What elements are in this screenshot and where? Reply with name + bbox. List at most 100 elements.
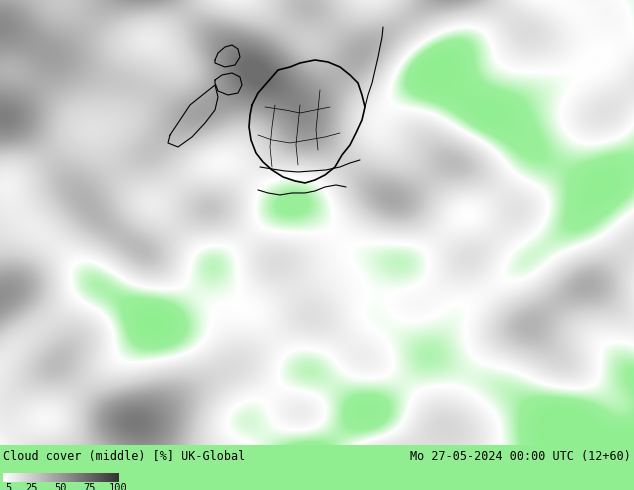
Bar (22, 473, 23, 482)
Bar (108, 473, 109, 482)
Bar (60, 473, 61, 482)
Bar (54, 473, 55, 482)
Bar (63, 473, 65, 482)
Bar (53, 473, 54, 482)
Bar (70, 473, 71, 482)
Bar (24, 473, 25, 482)
Bar (98, 473, 99, 482)
Bar (25, 473, 26, 482)
Bar (32, 473, 34, 482)
Bar (14, 473, 15, 482)
Bar (8, 473, 9, 482)
Text: 75: 75 (83, 483, 96, 490)
Bar (5, 473, 6, 482)
Bar (6, 473, 7, 482)
Bar (89, 473, 90, 482)
Bar (11, 473, 12, 482)
Bar (81, 473, 82, 482)
Bar (85, 473, 86, 482)
Bar (52, 473, 53, 482)
Text: 50: 50 (55, 483, 67, 490)
Bar (109, 473, 110, 482)
Bar (26, 473, 27, 482)
Bar (50, 473, 51, 482)
Bar (95, 473, 96, 482)
Bar (12, 473, 13, 482)
Bar (67, 473, 68, 482)
Bar (74, 473, 75, 482)
Bar (91, 473, 92, 482)
Bar (82, 473, 83, 482)
Bar (106, 473, 107, 482)
Bar (81, 473, 82, 482)
Bar (20, 473, 22, 482)
Bar (31, 473, 32, 482)
Bar (75, 473, 76, 482)
Bar (16, 473, 18, 482)
Bar (114, 473, 115, 482)
Bar (79, 473, 80, 482)
Bar (101, 473, 102, 482)
Bar (13, 473, 14, 482)
Bar (110, 473, 112, 482)
Bar (4, 473, 5, 482)
Bar (66, 473, 67, 482)
Bar (40, 473, 41, 482)
Bar (49, 473, 50, 482)
Bar (75, 473, 77, 482)
Bar (112, 473, 113, 482)
Bar (60, 473, 61, 482)
Text: 25: 25 (25, 483, 38, 490)
Bar (80, 473, 81, 482)
Bar (115, 473, 116, 482)
Bar (9, 473, 10, 482)
Bar (7, 473, 8, 482)
Bar (28, 473, 29, 482)
Bar (37, 473, 39, 482)
Bar (29, 473, 30, 482)
Bar (29, 473, 30, 482)
Bar (48, 473, 49, 482)
Bar (11, 473, 13, 482)
Bar (100, 473, 101, 482)
Bar (20, 473, 21, 482)
Bar (113, 473, 114, 482)
Bar (110, 473, 111, 482)
Bar (113, 473, 115, 482)
Bar (4, 473, 6, 482)
Bar (116, 473, 117, 482)
Bar (117, 473, 118, 482)
Bar (74, 473, 75, 482)
Bar (27, 473, 29, 482)
Bar (73, 473, 74, 482)
Bar (42, 473, 43, 482)
Bar (13, 473, 15, 482)
Bar (37, 473, 38, 482)
Bar (79, 473, 81, 482)
Bar (43, 473, 44, 482)
Bar (86, 473, 87, 482)
Bar (51, 473, 52, 482)
Bar (36, 473, 37, 482)
Bar (41, 473, 42, 482)
Bar (47, 473, 48, 482)
Bar (100, 473, 101, 482)
Bar (51, 473, 53, 482)
Bar (59, 473, 60, 482)
Bar (46, 473, 47, 482)
Text: 5: 5 (6, 483, 12, 490)
Bar (68, 473, 69, 482)
Bar (93, 473, 94, 482)
Bar (48, 473, 49, 482)
Bar (16, 473, 17, 482)
Bar (101, 473, 103, 482)
Bar (46, 473, 47, 482)
Bar (66, 473, 67, 482)
Bar (32, 473, 33, 482)
Bar (39, 473, 41, 482)
Bar (6, 473, 8, 482)
Bar (61, 473, 62, 482)
Bar (55, 473, 56, 482)
Bar (56, 473, 58, 482)
Bar (30, 473, 31, 482)
